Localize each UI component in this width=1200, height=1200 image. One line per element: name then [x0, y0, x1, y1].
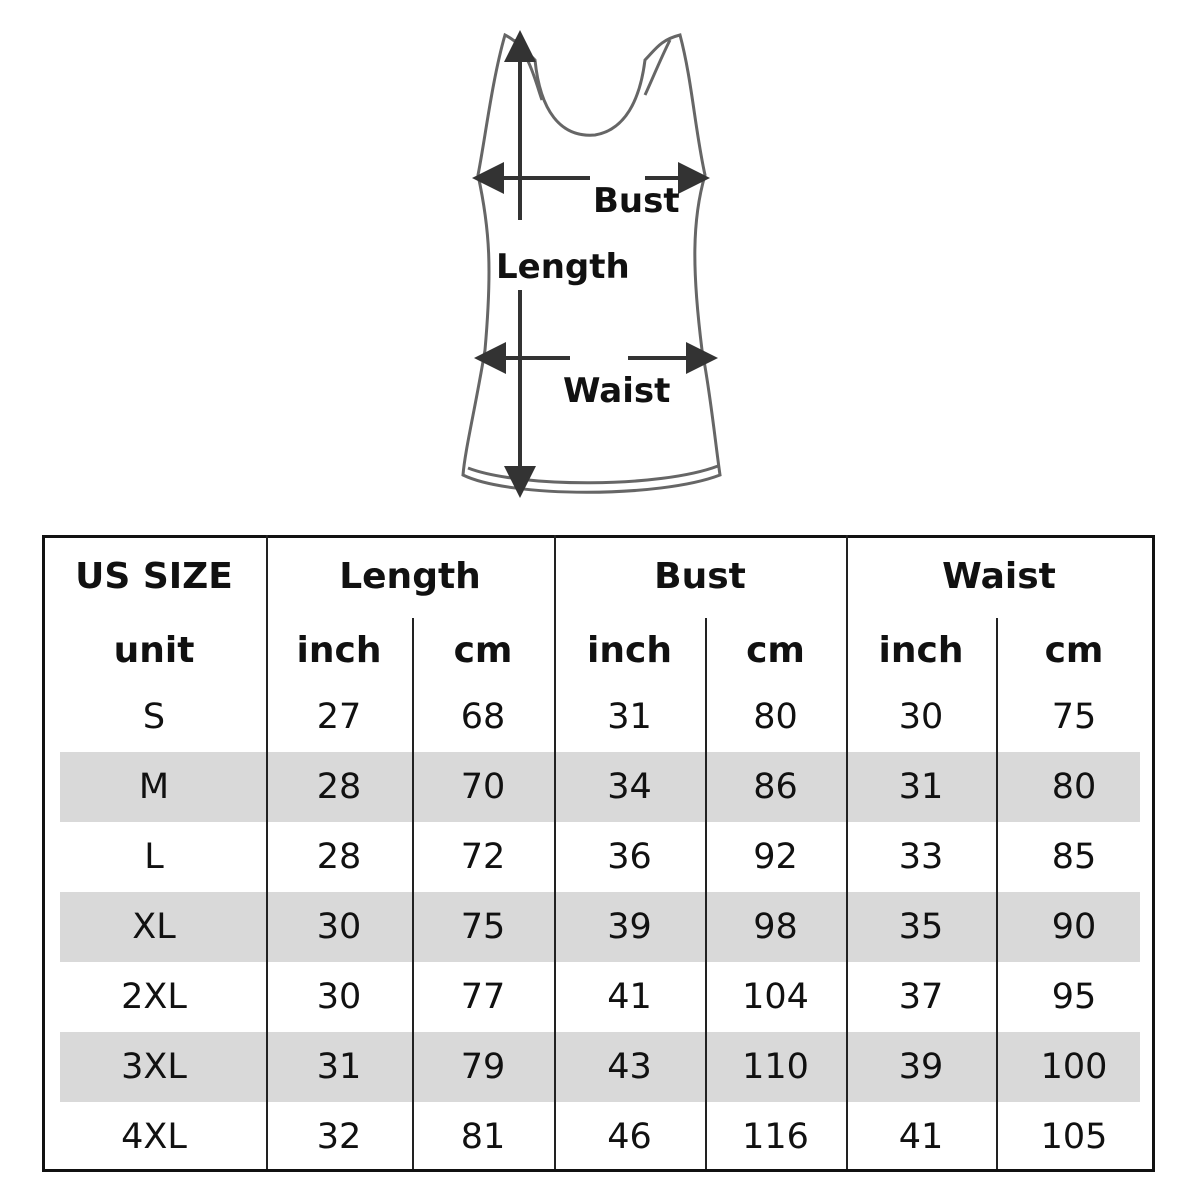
value-cell: 28	[316, 837, 362, 877]
value-cell: 36	[607, 837, 652, 877]
unit-inch: inch	[587, 629, 672, 671]
header-bust: Bust	[654, 556, 746, 597]
value-cell: 68	[460, 697, 506, 737]
unit-cm: cm	[453, 629, 513, 671]
size-cell: M	[138, 767, 170, 807]
value-cell: 92	[753, 837, 798, 877]
size-chart-table: US SIZE Length Bust Waist unit inch cm inch cm in…	[42, 535, 1155, 1172]
value-cell: 39	[607, 907, 652, 947]
value-cell: 85	[1051, 837, 1097, 877]
size-cell: L	[144, 837, 164, 877]
length-label: Length	[496, 247, 630, 287]
row-shading	[60, 892, 1140, 962]
size-cell: 2XL	[121, 977, 187, 1017]
value-cell: 46	[607, 1117, 652, 1157]
value-cell: 30	[898, 697, 944, 737]
value-cell: 75	[460, 907, 506, 947]
column-divider	[266, 535, 268, 1169]
size-cell: XL	[132, 907, 176, 947]
value-cell: 86	[753, 767, 798, 807]
waist-label: Waist	[563, 371, 670, 411]
value-cell: 75	[1051, 697, 1097, 737]
column-divider	[846, 535, 848, 1169]
column-divider	[705, 618, 707, 1169]
value-cell: 41	[607, 977, 652, 1017]
value-cell: 110	[742, 1047, 809, 1087]
header-length: Length	[339, 556, 481, 597]
value-cell: 34	[607, 767, 652, 807]
header-us-size: US SIZE	[75, 556, 233, 597]
value-cell: 95	[1051, 977, 1097, 1017]
bust-label: Bust	[593, 181, 680, 221]
size-cell: S	[142, 697, 166, 737]
row-shading	[60, 752, 1140, 822]
value-cell: 77	[460, 977, 506, 1017]
row-shading	[60, 1032, 1140, 1102]
value-cell: 90	[1051, 907, 1097, 947]
value-cell: 81	[460, 1117, 506, 1157]
unit-inch: inch	[296, 629, 382, 671]
measurement-arrows	[472, 30, 718, 498]
unit-cm: cm	[1044, 629, 1104, 671]
value-cell: 31	[898, 767, 944, 807]
value-cell: 30	[316, 907, 362, 947]
value-cell: 37	[898, 977, 944, 1017]
column-divider	[554, 535, 556, 1169]
value-cell: 31	[316, 1047, 362, 1087]
value-cell: 31	[607, 697, 652, 737]
value-cell: 116	[742, 1117, 809, 1157]
unit-label: unit	[113, 629, 195, 671]
size-cell: 3XL	[121, 1047, 187, 1087]
column-divider	[412, 618, 414, 1169]
value-cell: 104	[742, 977, 809, 1017]
value-cell: 33	[898, 837, 944, 877]
value-cell: 43	[607, 1047, 652, 1087]
value-cell: 39	[898, 1047, 944, 1087]
tank-top-measurement-diagram: Bust Length Waist	[461, 30, 722, 498]
value-cell: 105	[1040, 1117, 1108, 1157]
header-waist: Waist	[942, 556, 1056, 597]
value-cell: 70	[460, 767, 506, 807]
size-cell: 4XL	[121, 1117, 187, 1157]
value-cell: 41	[898, 1117, 944, 1157]
value-cell: 100	[1040, 1047, 1108, 1087]
value-cell: 79	[460, 1047, 506, 1087]
value-cell: 80	[1051, 767, 1097, 807]
value-cell: 80	[753, 697, 798, 737]
value-cell: 32	[316, 1117, 362, 1157]
unit-cm: cm	[746, 629, 805, 671]
value-cell: 30	[316, 977, 362, 1017]
value-cell: 27	[316, 697, 362, 737]
value-cell: 72	[460, 837, 506, 877]
value-cell: 98	[753, 907, 798, 947]
column-divider	[996, 618, 998, 1169]
value-cell: 35	[898, 907, 944, 947]
unit-inch: inch	[878, 629, 964, 671]
value-cell: 28	[316, 767, 362, 807]
